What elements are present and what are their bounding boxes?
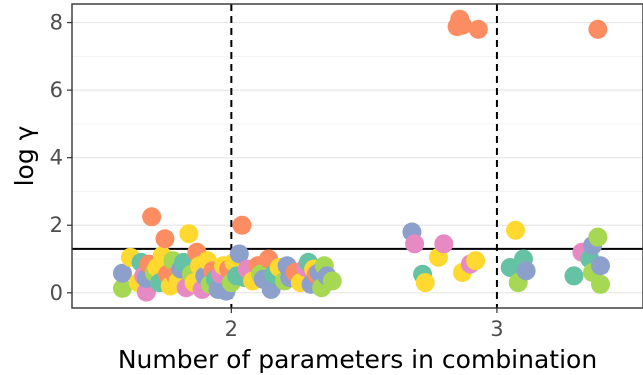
data-point: [466, 251, 486, 271]
data-point: [136, 282, 156, 302]
data-point: [179, 224, 199, 244]
data-point: [588, 19, 608, 39]
x-tick-label: 2: [225, 317, 238, 341]
x-axis-title: Number of parameters in combination: [118, 345, 597, 374]
y-tick-label: 4: [50, 146, 63, 170]
data-point: [112, 278, 132, 298]
data-points: [112, 9, 611, 302]
data-point: [142, 207, 162, 227]
data-point: [112, 263, 132, 283]
data-point: [415, 273, 435, 293]
y-tick-label: 0: [50, 281, 63, 305]
data-point: [405, 234, 425, 254]
data-point: [322, 271, 342, 291]
panel-border: [71, 3, 643, 309]
data-point: [516, 261, 536, 281]
data-point: [591, 274, 611, 294]
data-point: [564, 266, 584, 286]
data-point: [468, 19, 488, 39]
data-point: [229, 244, 249, 264]
data-point: [452, 15, 472, 35]
y-tick-label: 2: [50, 213, 63, 237]
axes: 0 2 4 6 8 2 3: [50, 11, 504, 341]
y-tick-label: 8: [50, 11, 63, 35]
data-point: [591, 256, 611, 276]
x-tick-label: 3: [490, 317, 503, 341]
y-tick-label: 6: [50, 78, 63, 102]
data-point: [588, 227, 608, 247]
data-point: [155, 229, 175, 249]
y-axis-title: log γ: [10, 125, 39, 186]
data-point: [232, 215, 252, 235]
data-point: [506, 220, 526, 240]
data-point: [434, 234, 454, 254]
